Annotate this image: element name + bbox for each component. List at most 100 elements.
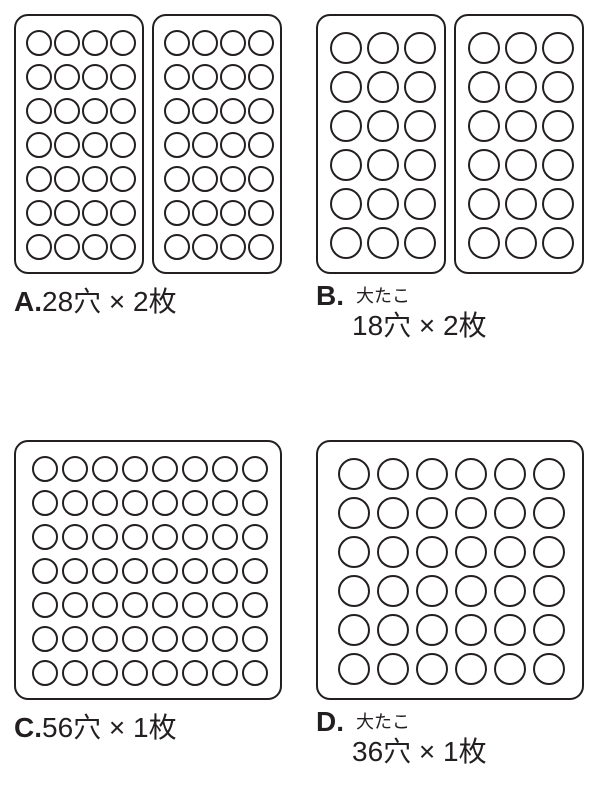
- hole-circle: [455, 497, 487, 529]
- hole-circle: [82, 98, 108, 124]
- hole-circle: [542, 149, 574, 181]
- hole-circle: [455, 458, 487, 490]
- hole-circle: [248, 200, 274, 226]
- hole-circle: [164, 200, 190, 226]
- plate-b-2: [454, 14, 584, 274]
- hole-circle: [182, 524, 208, 550]
- hole-circle: [468, 71, 500, 103]
- hole-circle: [212, 558, 238, 584]
- hole-circle: [338, 653, 370, 685]
- label-b-letter-wrap: B.: [316, 280, 344, 312]
- hole-circle: [182, 592, 208, 618]
- hole-circle: [212, 626, 238, 652]
- hole-circle: [62, 592, 88, 618]
- hole-circle: [377, 497, 409, 529]
- hole-circle: [455, 614, 487, 646]
- hole-circle: [367, 32, 399, 64]
- hole-circle: [494, 497, 526, 529]
- hole-circle: [152, 626, 178, 652]
- hole-circle: [455, 653, 487, 685]
- hole-circle: [122, 524, 148, 550]
- hole-circle: [110, 166, 136, 192]
- hole-circle: [110, 64, 136, 90]
- hole-circle: [416, 536, 448, 568]
- hole-circle: [220, 64, 246, 90]
- hole-circle: [377, 536, 409, 568]
- hole-circle: [92, 558, 118, 584]
- hole-circle: [494, 653, 526, 685]
- hole-circle: [54, 64, 80, 90]
- label-c-letter: C.: [14, 712, 42, 743]
- hole-circle: [242, 626, 268, 652]
- plate-d-1: [316, 440, 584, 700]
- hole-circle: [542, 32, 574, 64]
- hole-circle: [164, 64, 190, 90]
- hole-circle: [505, 227, 537, 259]
- hole-circle: [468, 149, 500, 181]
- hole-circle: [62, 490, 88, 516]
- hole-circle: [182, 490, 208, 516]
- hole-circle: [242, 524, 268, 550]
- hole-circle: [92, 660, 118, 686]
- hole-circle: [416, 614, 448, 646]
- hole-circle: [542, 110, 574, 142]
- hole-circle: [92, 592, 118, 618]
- hole-circle: [152, 660, 178, 686]
- hole-circle: [164, 132, 190, 158]
- hole-circle: [54, 166, 80, 192]
- hole-circle: [377, 614, 409, 646]
- hole-circle: [330, 149, 362, 181]
- hole-circle: [416, 497, 448, 529]
- hole-circle: [404, 32, 436, 64]
- hole-circle: [82, 166, 108, 192]
- hole-circle: [505, 71, 537, 103]
- hole-circle: [26, 166, 52, 192]
- label-d-main: 36穴 × 1枚: [352, 730, 487, 770]
- hole-circle: [377, 653, 409, 685]
- plate-c-1: [14, 440, 282, 700]
- hole-circle: [82, 132, 108, 158]
- hole-circle: [212, 456, 238, 482]
- hole-circle: [32, 490, 58, 516]
- hole-circle: [468, 32, 500, 64]
- hole-circle: [533, 653, 565, 685]
- hole-circle: [377, 458, 409, 490]
- hole-circle: [330, 71, 362, 103]
- hole-circle: [242, 660, 268, 686]
- label-d-letter-wrap: D.: [316, 706, 344, 738]
- hole-circle: [182, 660, 208, 686]
- hole-circle: [542, 71, 574, 103]
- hole-circle: [338, 536, 370, 568]
- hole-circle: [338, 614, 370, 646]
- hole-circle: [468, 110, 500, 142]
- hole-circle: [26, 98, 52, 124]
- hole-circle: [192, 234, 218, 260]
- hole-circle: [110, 200, 136, 226]
- hole-circle: [54, 30, 80, 56]
- hole-circle: [192, 64, 218, 90]
- hole-circle: [494, 614, 526, 646]
- hole-circle: [505, 110, 537, 142]
- hole-circle: [122, 592, 148, 618]
- hole-circle: [164, 166, 190, 192]
- hole-circle: [533, 614, 565, 646]
- hole-circle: [367, 149, 399, 181]
- hole-circle: [164, 98, 190, 124]
- hole-circle: [455, 536, 487, 568]
- plate-a-1: [14, 14, 144, 274]
- hole-circle: [242, 456, 268, 482]
- hole-circle: [110, 132, 136, 158]
- hole-circle: [92, 524, 118, 550]
- hole-circle: [367, 227, 399, 259]
- hole-circle: [92, 456, 118, 482]
- hole-circle: [54, 132, 80, 158]
- hole-circle: [82, 234, 108, 260]
- hole-circle: [533, 575, 565, 607]
- hole-circle: [32, 558, 58, 584]
- hole-circle: [404, 188, 436, 220]
- hole-circle: [338, 497, 370, 529]
- label-a-main: 28穴 × 2枚: [42, 286, 177, 317]
- hole-circle: [494, 536, 526, 568]
- hole-circle: [416, 653, 448, 685]
- hole-circle: [110, 98, 136, 124]
